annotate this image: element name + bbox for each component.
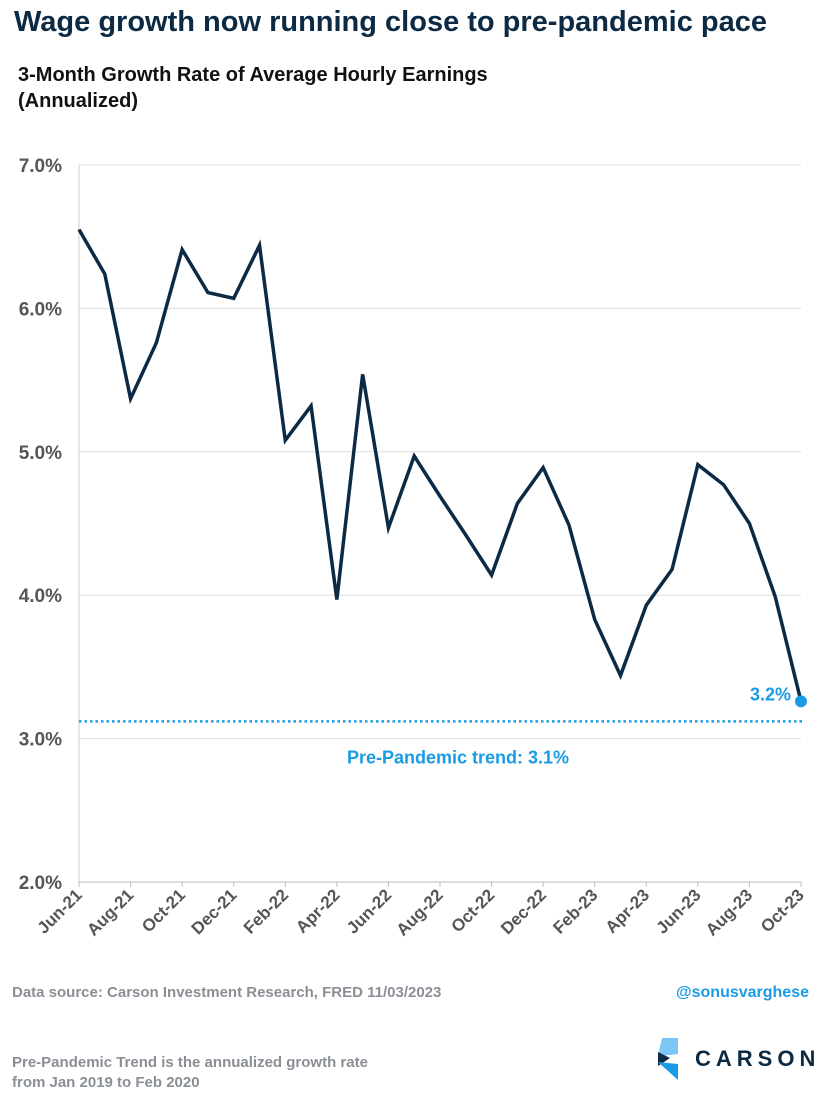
y-tick-label: 5.0% [19,443,62,464]
carson-logo-text: CARSON [695,1046,821,1071]
x-tick-label: Feb-23 [549,885,601,937]
data-point [795,695,807,708]
x-tick-label: Oct-22 [448,885,499,936]
series-line [77,228,803,702]
x-tick-label: Apr-22 [292,885,344,937]
y-tick-label: 4.0% [19,586,62,607]
end-value-label: 3.2% [750,684,791,704]
y-tick-label: 2.0% [19,873,62,894]
x-tick-label: Dec-21 [188,885,241,938]
x-tick-label: Apr-23 [602,885,654,937]
carson-logo-icon [658,1038,684,1080]
x-tick-label: Aug-23 [702,885,756,939]
x-tick-label: Oct-21 [138,885,189,936]
chart-subtitle: 3-Month Growth Rate of Average Hourly Ea… [18,62,488,114]
x-tick-label: Jun-22 [343,885,395,937]
x-tick-label: Jun-23 [653,885,705,937]
x-tick-label: Dec-22 [497,885,550,938]
footnote: Pre-Pandemic Trend is the annualized gro… [12,1053,368,1093]
twitter-handle: @sonusvarghese [676,984,809,1001]
x-tick-label: Feb-22 [240,885,292,937]
y-tick-label: 6.0% [19,299,62,320]
page-title: Wage growth now running close to pre-pan… [14,6,767,38]
x-tick-label: Oct-23 [757,885,808,936]
reference-line-label: Pre-Pandemic trend: 3.1% [347,747,569,767]
y-tick-label: 7.0% [19,156,62,177]
x-tick-label: Aug-21 [83,885,137,939]
footnote-line2: from Jan 2019 to Feb 2020 [12,1074,200,1091]
x-tick-label: Aug-22 [393,885,447,939]
y-tick-label: 3.0% [19,730,62,751]
footnote-line1: Pre-Pandemic Trend is the annualized gro… [12,1054,368,1071]
subtitle-line2: (Annualized) [18,90,138,112]
data-source: Data source: Carson Investment Research,… [12,984,442,1001]
subtitle-line1: 3-Month Growth Rate of Average Hourly Ea… [18,64,488,86]
